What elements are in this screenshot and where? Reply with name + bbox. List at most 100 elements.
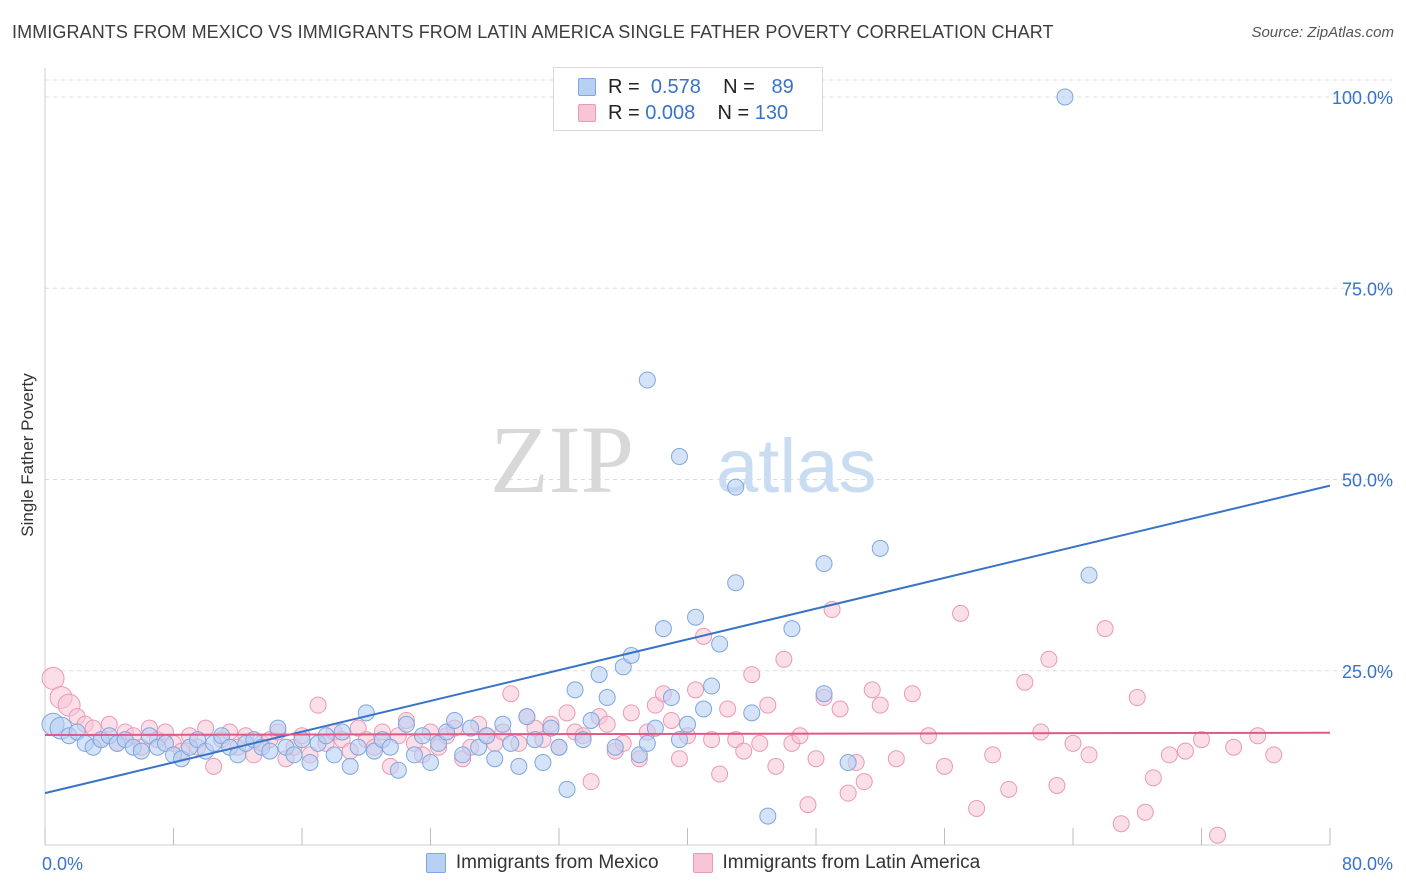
watermark-zip: ZIP (490, 406, 634, 513)
correlation-legend: R = 0.578 N = 89 R = 0.008 N = 130 (553, 67, 823, 131)
point-mexico (542, 719, 560, 737)
point-mexico (526, 731, 544, 749)
r-label: R = (608, 75, 640, 98)
r-value: 0.008 (645, 101, 696, 124)
point-latin-america (598, 715, 616, 733)
watermark-atlas: atlas (716, 424, 877, 509)
y-tick-label: 75.0% (1342, 279, 1393, 299)
point-latin-america (711, 765, 729, 783)
point-mexico (815, 685, 833, 703)
point-mexico (679, 715, 696, 733)
n-value: 89 (771, 75, 794, 98)
point-mexico (638, 371, 656, 389)
n-label: N = (723, 75, 755, 98)
point-mexico (622, 646, 640, 664)
point-mexico (711, 635, 729, 653)
source-credit: Source: ZipAtlas.com (1251, 24, 1394, 41)
legend-swatch-blue (578, 78, 596, 96)
point-mexico (405, 746, 423, 764)
point-mexico (285, 746, 303, 764)
point-latin-america (1016, 673, 1034, 691)
point-mexico (598, 689, 616, 707)
point-mexico (397, 715, 415, 733)
point-latin-america (1193, 731, 1210, 749)
y-tick-label: 100.0% (1332, 88, 1393, 108)
point-latin-america (1176, 742, 1194, 760)
point-latin-america (670, 750, 688, 768)
point-mexico (727, 478, 745, 496)
point-latin-america (855, 773, 873, 791)
point-latin-america (1000, 780, 1018, 798)
y-tick-label: 50.0% (1342, 471, 1393, 491)
point-latin-america (936, 757, 953, 775)
point-latin-america (719, 700, 737, 718)
point-latin-america (1209, 826, 1227, 844)
n-label: N = (717, 101, 750, 124)
point-latin-america (767, 757, 785, 775)
point-mexico (413, 727, 431, 745)
point-latin-america (1112, 815, 1130, 833)
series-legend: Immigrants from Mexico Immigrants from L… (0, 852, 1406, 874)
point-latin-america (1249, 727, 1267, 745)
point-mexico (727, 574, 745, 592)
watermark: ZIP atlas (490, 406, 877, 513)
point-mexico (261, 742, 279, 760)
point-mexico (638, 734, 656, 752)
point-latin-america (863, 681, 881, 699)
point-mexico (381, 738, 399, 756)
point-latin-america (799, 796, 817, 814)
point-latin-america (703, 731, 721, 749)
point-mexico (703, 677, 721, 695)
point-latin-america (887, 750, 905, 768)
point-mexico (454, 746, 472, 764)
point-mexico (783, 620, 801, 638)
series-latin-america-points (41, 601, 1283, 844)
point-latin-america (807, 750, 825, 768)
point-latin-america (735, 742, 753, 760)
point-latin-america (871, 696, 889, 714)
point-latin-america (1136, 803, 1154, 821)
point-latin-america (502, 685, 520, 703)
point-mexico (486, 750, 504, 768)
point-latin-america (1096, 620, 1114, 638)
point-mexico (1080, 566, 1098, 584)
point-mexico (574, 731, 592, 749)
x-tick-label: 0.0% (42, 854, 83, 874)
point-latin-america (1160, 746, 1178, 764)
point-latin-america (1040, 650, 1058, 668)
point-latin-america (791, 727, 809, 745)
trend-line-mexico (44, 484, 1331, 795)
point-mexico (815, 555, 833, 573)
point-mexico (422, 754, 439, 772)
point-latin-america (831, 700, 849, 718)
point-mexico (132, 742, 150, 760)
point-mexico (566, 681, 584, 699)
r-label: R = (608, 101, 640, 124)
point-mexico (687, 608, 705, 626)
point-mexico (743, 704, 761, 722)
legend-label-mexico: Immigrants from Mexico (455, 852, 659, 873)
point-mexico (670, 731, 688, 749)
legend-item-latin-america: Immigrants from Latin America (692, 852, 980, 874)
point-latin-america (1064, 734, 1082, 752)
point-mexico (317, 727, 335, 745)
point-latin-america (1048, 777, 1066, 794)
point-latin-america (1128, 689, 1146, 707)
point-mexico (1056, 88, 1074, 106)
point-mexico (654, 620, 672, 638)
point-latin-america (919, 727, 937, 745)
point-latin-america (622, 704, 640, 722)
point-latin-america (903, 685, 921, 703)
point-mexico (558, 780, 576, 798)
point-mexico (646, 719, 664, 737)
point-mexico (325, 746, 343, 764)
trend-lines (44, 484, 1331, 795)
y-tick-label: 25.0% (1342, 662, 1393, 682)
point-latin-america (558, 704, 576, 722)
axes (44, 68, 1331, 846)
point-latin-america (984, 746, 1002, 764)
point-mexico (494, 715, 512, 733)
point-mexico (389, 761, 407, 779)
point-latin-america (1080, 746, 1098, 764)
point-mexico (269, 719, 287, 737)
